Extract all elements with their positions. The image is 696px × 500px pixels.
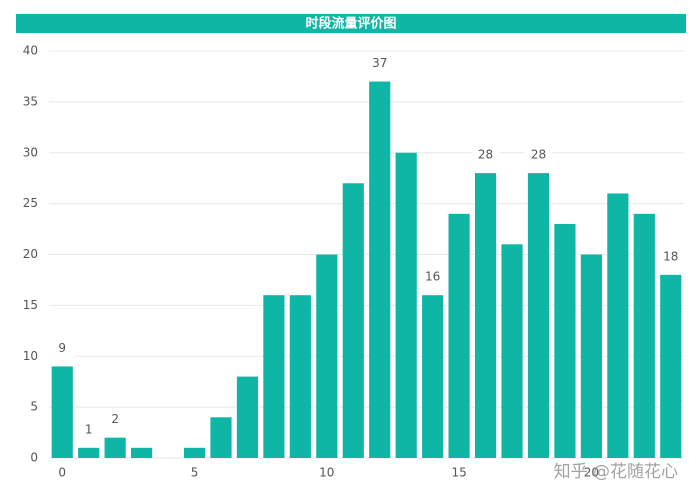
bar (289, 295, 311, 458)
bar (316, 254, 338, 458)
bar (104, 437, 126, 458)
bar (51, 366, 73, 458)
value-label-box (471, 145, 500, 166)
value-label-box (656, 246, 685, 267)
bar (633, 213, 655, 458)
bar (236, 376, 259, 458)
value-label: 16 (425, 270, 440, 284)
value-label: 37 (372, 56, 387, 70)
x-tick-label: 10 (319, 466, 334, 480)
y-tick-label: 35 (23, 94, 38, 108)
y-tick-label: 40 (23, 44, 38, 58)
value-label-box (418, 267, 447, 288)
bar (527, 173, 550, 458)
x-tick-label: 15 (451, 466, 466, 480)
bar (607, 193, 629, 458)
value-label: 18 (663, 249, 678, 263)
bar (183, 447, 206, 458)
bar (369, 81, 391, 459)
bar (660, 274, 682, 458)
bar (131, 447, 153, 458)
watermark: 知乎 @花随花心 (554, 462, 678, 482)
bar (210, 417, 232, 458)
value-label-box (524, 145, 553, 166)
value-label: 2 (111, 412, 119, 426)
chart-title: 时段流量评价图 (305, 16, 396, 32)
x-tick-label: 5 (191, 466, 199, 480)
bar (554, 223, 576, 458)
value-label-box (365, 53, 394, 74)
y-tick-label: 15 (23, 298, 38, 312)
bar (263, 295, 285, 458)
bar (395, 152, 417, 458)
bar (501, 244, 523, 458)
y-tick-label: 30 (23, 145, 38, 159)
y-tick-label: 25 (23, 196, 38, 210)
value-label-box (48, 338, 77, 359)
bar (448, 213, 470, 458)
bar (78, 447, 100, 458)
value-label: 1 (85, 422, 93, 436)
value-label-box (74, 419, 103, 440)
bar (342, 183, 364, 458)
value-label: 9 (58, 341, 66, 355)
y-tick-label: 10 (23, 349, 38, 363)
bar (580, 254, 602, 458)
bar (422, 295, 444, 458)
x-tick-label: 20 (584, 466, 599, 480)
y-tick-label: 0 (30, 451, 38, 465)
title-bar (16, 14, 686, 33)
bar (474, 173, 497, 458)
x-tick-label: 0 (58, 466, 66, 480)
value-label: 28 (478, 148, 493, 162)
y-tick-label: 20 (23, 247, 38, 261)
y-tick-label: 5 (30, 400, 38, 414)
value-label-box (101, 409, 130, 430)
value-label: 28 (531, 148, 546, 162)
